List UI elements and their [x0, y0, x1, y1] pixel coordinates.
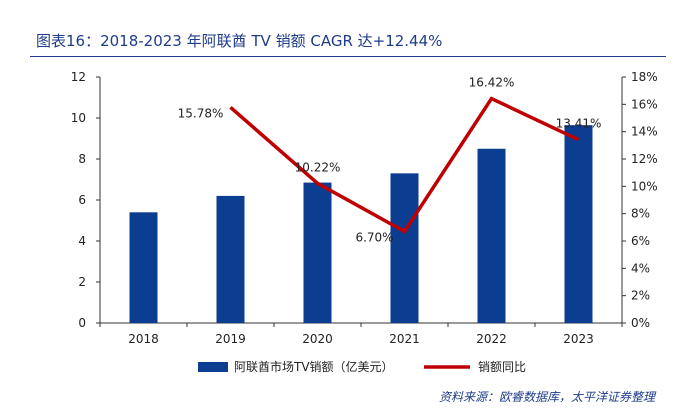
x-axis-tick-label: 2023 [563, 332, 594, 346]
source-note: 资料来源：欧睿数据库，太平洋证券整理 [438, 390, 655, 404]
data-labels: 15.78% 10.22% 6.70% 16.42% 13.41% [178, 76, 602, 245]
legend-bar-swatch [198, 362, 228, 372]
right-axis-tick-label: 12% [631, 152, 658, 166]
right-axis-tick-label: 8% [631, 207, 650, 221]
left-axis-tick-label: 12 [71, 70, 86, 84]
left-axis-tick-label: 6 [78, 193, 86, 207]
left-axis-tick-label: 8 [78, 152, 86, 166]
left-axis-tick-label: 2 [78, 275, 86, 289]
bar-series [129, 125, 593, 323]
legend-bar-label: 阿联酋市场TV销额（亿美元） [234, 359, 394, 374]
right-axis-tick-label: 14% [631, 125, 658, 139]
right-axis-tick-label: 4% [631, 261, 650, 275]
line-data-label: 10.22% [295, 160, 341, 174]
right-axis-tick-label: 18% [631, 70, 658, 84]
right-axis-tick-label: 2% [631, 289, 650, 303]
x-axis-tick-label: 2018 [128, 332, 159, 346]
legend: 阿联酋市场TV销额（亿美元） 销额同比 [198, 359, 526, 374]
line-data-label: 6.70% [355, 230, 393, 244]
chart-title: 图表16：2018-2023 年阿联酋 TV 销额 CAGR 达+12.44% [36, 32, 443, 50]
bar [477, 148, 506, 323]
bar [564, 125, 593, 323]
x-axis-tick-label: 2020 [302, 332, 333, 346]
line-data-label: 13.41% [556, 117, 602, 131]
right-axis-tick-label: 16% [631, 97, 658, 111]
x-axis-tick-label: 2022 [476, 332, 507, 346]
chart-axes: 0 2 4 6 8 10 12 0% 2% 4% 6% 8% 10% 12% 14% 16% 18% 2018 20… [71, 70, 658, 346]
line-data-label: 15.78% [178, 106, 224, 120]
left-axis-tick-label: 10 [71, 111, 86, 125]
right-axis-tick-label: 0% [631, 316, 650, 330]
line-data-label: 16.42% [469, 76, 515, 90]
x-axis-tick-label: 2021 [389, 332, 420, 346]
legend-line-label: 销额同比 [478, 360, 526, 374]
right-axis-tick-label: 6% [631, 234, 650, 248]
right-axis-tick-label: 10% [631, 179, 658, 193]
bar [303, 182, 332, 323]
line-series [229, 96, 580, 234]
bar [216, 195, 245, 323]
title-divider [30, 56, 666, 57]
bar [390, 173, 419, 323]
left-axis-tick-label: 0 [78, 316, 86, 330]
x-axis-tick-label: 2019 [215, 332, 246, 346]
bar [129, 212, 158, 323]
left-axis-tick-label: 4 [78, 234, 86, 248]
